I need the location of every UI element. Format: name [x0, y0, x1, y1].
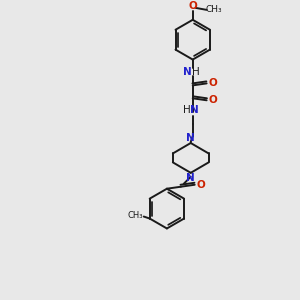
- Text: O: O: [196, 180, 205, 190]
- Text: O: O: [208, 78, 217, 88]
- Text: O: O: [188, 1, 197, 11]
- Text: CH₃: CH₃: [127, 211, 142, 220]
- Text: CH₃: CH₃: [205, 5, 222, 14]
- Text: N: N: [190, 105, 199, 115]
- Text: N: N: [186, 133, 195, 143]
- Text: N: N: [183, 68, 192, 77]
- Text: O: O: [208, 95, 217, 105]
- Text: H: H: [183, 105, 190, 115]
- Text: N: N: [186, 173, 195, 183]
- Text: H: H: [192, 68, 200, 77]
